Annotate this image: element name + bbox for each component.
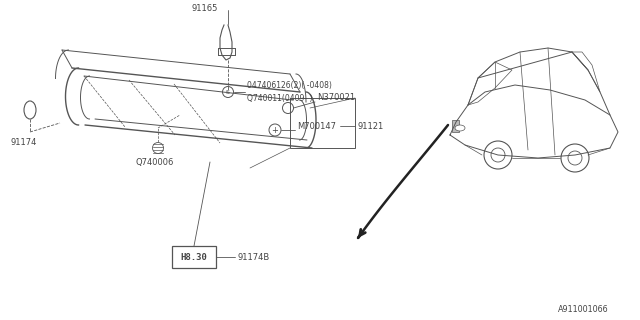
Circle shape (269, 124, 281, 136)
Bar (290, 98, 355, 148)
Text: 91121: 91121 (357, 122, 383, 131)
Text: M700147: M700147 (297, 122, 336, 131)
Bar (172, 246, 216, 268)
Ellipse shape (455, 125, 465, 131)
Text: +: + (271, 125, 278, 134)
Text: N370021: N370021 (317, 93, 355, 102)
Text: H8.30: H8.30 (180, 252, 207, 261)
Text: 047406126(2)( -0408): 047406126(2)( -0408) (247, 81, 332, 90)
Circle shape (484, 141, 512, 169)
Circle shape (152, 142, 163, 154)
Text: Q740006: Q740006 (135, 157, 173, 166)
Text: A911001066: A911001066 (558, 306, 609, 315)
Text: 91174B: 91174B (237, 252, 269, 261)
Circle shape (561, 144, 589, 172)
Circle shape (223, 86, 234, 98)
Circle shape (568, 151, 582, 165)
Text: S: S (226, 90, 230, 94)
Circle shape (491, 148, 505, 162)
Circle shape (282, 102, 294, 114)
Ellipse shape (24, 101, 36, 119)
Text: 91174: 91174 (10, 138, 36, 147)
Bar (452, 120, 459, 132)
Text: 91165: 91165 (192, 4, 218, 12)
Text: Q740011(0409- ): Q740011(0409- ) (247, 93, 312, 102)
